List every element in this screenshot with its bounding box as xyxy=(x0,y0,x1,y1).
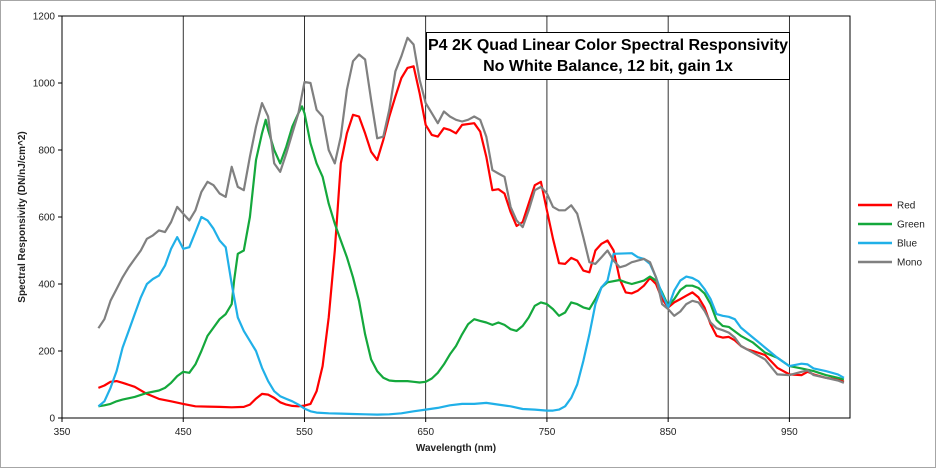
legend-label-blue: Blue xyxy=(897,239,917,250)
x-tick-label: 550 xyxy=(296,427,313,438)
legend-label-green: Green xyxy=(897,220,925,231)
x-tick-label: 750 xyxy=(539,427,556,438)
chart-subtitle: No White Balance, 12 bit, gain 1x xyxy=(483,58,733,75)
series-line-mono xyxy=(97,36,845,384)
y-axis-title: Spectral Responsivity (DN/nJ/cm^2) xyxy=(17,131,28,302)
series-line-red xyxy=(97,65,845,409)
chart-title-box: P4 2K Quad Linear Color Spectral Respons… xyxy=(426,32,790,80)
legend-label-mono: Mono xyxy=(897,258,922,269)
x-tick-label: 450 xyxy=(175,427,192,438)
series-layer xyxy=(97,36,845,416)
y-tick-label: 1200 xyxy=(33,12,56,23)
chart-title: P4 2K Quad Linear Color Spectral Respons… xyxy=(427,37,789,54)
x-tick-label: 350 xyxy=(54,427,71,438)
y-tick-label: 0 xyxy=(49,414,55,425)
x-tick-label: 950 xyxy=(781,427,798,438)
axes-layer: 350 450 550 650 750 850 950 0 200 400 600 800 1000 12… xyxy=(33,12,798,439)
y-tick-label: 800 xyxy=(38,146,55,157)
series-line-green xyxy=(98,105,845,408)
y-tick-label: 600 xyxy=(38,213,55,224)
series-line-blue xyxy=(97,215,845,416)
legend-label-red: Red xyxy=(897,201,915,212)
y-tick-label: 1000 xyxy=(33,79,56,90)
x-axis-title: Wavelength (nm) xyxy=(416,443,496,454)
legend: Red Green Blue Mono xyxy=(858,201,925,269)
x-tick-label: 650 xyxy=(417,427,434,438)
y-tick-label: 200 xyxy=(38,347,55,358)
y-tick-label: 400 xyxy=(38,280,55,291)
x-tick-label: 850 xyxy=(660,427,677,438)
